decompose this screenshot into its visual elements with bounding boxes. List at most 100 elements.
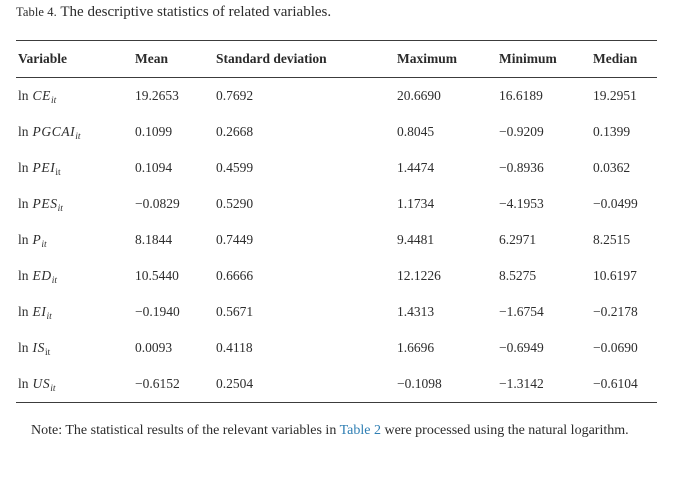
note-text-after: were processed using the natural logarit… (380, 423, 629, 438)
mean-cell: −0.1940 (135, 304, 180, 319)
table-row: ln PEIit 0.1094 0.4599 1.4474 −0.8936 0.0… (16, 150, 657, 186)
min-cell: −1.6754 (499, 304, 544, 319)
table-caption: Table 4. The descriptive statistics of r… (16, 4, 331, 21)
table-title: The descriptive statistics of related va… (60, 4, 332, 20)
std-cell: 0.5671 (216, 304, 254, 319)
variable-cell: ln EDit (16, 268, 133, 286)
table-header-row: Variable Mean Standard deviation Maximum… (16, 40, 657, 78)
median-cell: −0.2178 (593, 304, 638, 319)
variable-subscript: it (46, 312, 52, 322)
max-cell: 9.4481 (397, 232, 435, 247)
table-row: ln EDit 10.5440 0.6666 12.1226 8.5275 10.… (16, 258, 657, 294)
max-cell: 1.4474 (397, 160, 435, 175)
mean-cell: 0.1094 (135, 160, 173, 175)
std-cell: 0.2668 (216, 124, 254, 139)
variable-symbol: PES (32, 196, 58, 211)
variable-symbol: CE (32, 88, 51, 103)
variable-cell: ln EIit (16, 304, 133, 322)
ln-prefix: ln (18, 376, 29, 391)
variable-symbol: PGCAI (32, 124, 76, 139)
min-cell: −0.6949 (499, 340, 544, 355)
median-cell: −0.6104 (593, 376, 638, 391)
variable-cell: ln CEit (16, 88, 133, 106)
median-cell: 8.2515 (593, 232, 631, 247)
max-cell: 1.4313 (397, 304, 435, 319)
header-variable: Variable (18, 51, 68, 66)
median-cell: 0.1399 (593, 124, 631, 139)
variable-cell: ln PEIit (16, 160, 133, 178)
mean-cell: 0.1099 (135, 124, 173, 139)
header-median: Median (593, 51, 638, 66)
max-cell: −0.1098 (397, 376, 442, 391)
table-label: Table 4. (16, 5, 57, 19)
table-row: ln PESit −0.0829 0.5290 1.1734 −4.1953 −0… (16, 186, 657, 222)
variable-subscript: it (75, 132, 81, 142)
max-cell: 12.1226 (397, 268, 441, 283)
variable-symbol: EI (32, 304, 47, 319)
table-body: ln CEit 19.2653 0.7692 20.6690 16.6189 19… (16, 78, 657, 403)
min-cell: 8.5275 (499, 268, 537, 283)
median-cell: 0.0362 (593, 160, 631, 175)
median-cell: −0.0690 (593, 340, 638, 355)
min-cell: 16.6189 (499, 88, 543, 103)
descriptive-statistics-table: Variable Mean Standard deviation Maximum… (16, 40, 657, 403)
ln-prefix: ln (18, 160, 29, 175)
variable-subscript: it (44, 348, 51, 358)
min-cell: 6.2971 (499, 232, 537, 247)
table-row: ln PGCAIit 0.1099 0.2668 0.8045 −0.9209 0… (16, 114, 657, 150)
min-cell: −1.3142 (499, 376, 544, 391)
ln-prefix: ln (18, 88, 29, 103)
variable-cell: ln ISit (16, 340, 133, 358)
table-row: ln Pit 8.1844 0.7449 9.4481 6.2971 8.2515 (16, 222, 657, 258)
variable-subscript: it (57, 204, 63, 214)
ln-prefix: ln (18, 124, 29, 139)
ln-prefix: ln (18, 340, 29, 355)
variable-cell: ln PESit (16, 196, 133, 214)
ln-prefix: ln (18, 304, 29, 319)
table-row: ln CEit 19.2653 0.7692 20.6690 16.6189 19… (16, 78, 657, 114)
median-cell: 19.2951 (593, 88, 637, 103)
mean-cell: −0.6152 (135, 376, 180, 391)
mean-cell: 0.0093 (135, 340, 173, 355)
median-cell: 10.6197 (593, 268, 637, 283)
std-cell: 0.6666 (216, 268, 254, 283)
variable-subscript: it (51, 276, 57, 286)
std-cell: 0.4118 (216, 340, 253, 355)
table-note: Note: The statistical results of the rel… (31, 416, 659, 445)
variable-symbol: ED (32, 268, 52, 283)
ln-prefix: ln (18, 232, 29, 247)
header-mean: Mean (135, 51, 168, 66)
table-row: ln EIit −0.1940 0.5671 1.4313 −1.6754 −0.… (16, 294, 657, 330)
max-cell: 1.6696 (397, 340, 435, 355)
max-cell: 1.1734 (397, 196, 435, 211)
table-2-link[interactable]: Table 2 (339, 423, 381, 438)
std-cell: 0.4599 (216, 160, 254, 175)
mean-cell: −0.0829 (135, 196, 180, 211)
median-cell: −0.0499 (593, 196, 638, 211)
variable-subscript: it (50, 384, 56, 394)
variable-subscript: it (41, 240, 47, 250)
variable-cell: ln USit (16, 376, 133, 394)
variable-cell: ln PGCAIit (16, 124, 133, 142)
header-standard-deviation: Standard deviation (216, 51, 327, 66)
ln-prefix: ln (18, 196, 29, 211)
header-maximum: Maximum (397, 51, 457, 66)
min-cell: −0.9209 (499, 124, 544, 139)
mean-cell: 10.5440 (135, 268, 179, 283)
variable-subscript: it (50, 96, 57, 106)
max-cell: 0.8045 (397, 124, 435, 139)
table-row: ln ISit 0.0093 0.4118 1.6696 −0.6949 −0.0… (16, 330, 657, 366)
variable-subscript: it (55, 168, 61, 178)
header-minimum: Minimum (499, 51, 557, 66)
std-cell: 0.2504 (216, 376, 254, 391)
std-cell: 0.7449 (216, 232, 254, 247)
note-text-before: Note: The statistical results of the rel… (31, 423, 340, 438)
min-cell: −0.8936 (499, 160, 544, 175)
min-cell: −4.1953 (499, 196, 544, 211)
mean-cell: 8.1844 (135, 232, 173, 247)
variable-symbol: PEI (32, 160, 56, 175)
table-row: ln USit −0.6152 0.2504 −0.1098 −1.3142 −0… (16, 366, 657, 402)
variable-symbol: P (32, 232, 42, 247)
ln-prefix: ln (18, 268, 29, 283)
variable-symbol: IS (32, 340, 45, 355)
